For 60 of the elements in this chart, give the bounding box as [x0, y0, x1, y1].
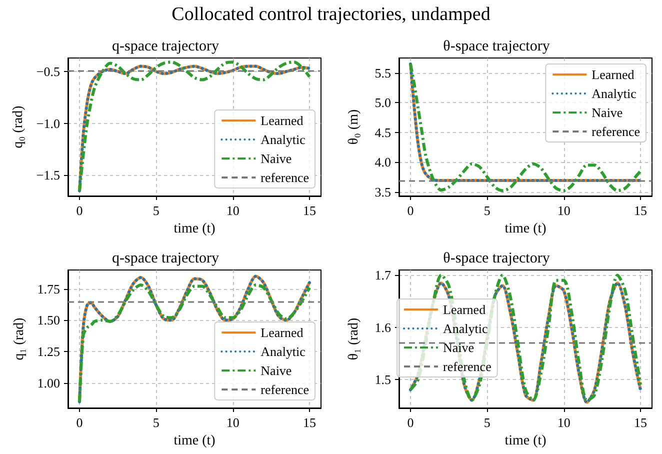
- legend-label: Learned: [443, 302, 486, 317]
- x-tick-label: 5: [484, 415, 490, 430]
- chart-subtitle: q-space trajectory: [112, 250, 220, 266]
- y-tick-label: 1.25: [37, 344, 60, 360]
- chart-title: Collocated control trajectories, undamped: [170, 3, 492, 27]
- legend-label: Analytic: [443, 321, 488, 336]
- y-tick-label: 1.75: [37, 281, 60, 296]
- legend-label: Analytic: [260, 344, 306, 359]
- y-tick-label: −0.5: [36, 64, 60, 79]
- legend-label: Naive: [260, 151, 292, 166]
- x-tick-label: 15: [303, 203, 316, 218]
- legend-label: Naive: [443, 340, 474, 355]
- x-tick-label: 0: [76, 415, 83, 430]
- x-tick-label: 0: [76, 203, 83, 218]
- x-tick-label: 10: [226, 415, 240, 430]
- y-tick-label: −1.0: [36, 116, 60, 131]
- x-tick-label: 0: [407, 203, 414, 218]
- y-axis-title: θ₁ (rad): [346, 318, 362, 360]
- legend-label: Naive: [260, 363, 292, 378]
- x-tick-label: 0: [407, 415, 414, 430]
- x-axis-title: time (t): [174, 433, 216, 448]
- y-tick-label: 1.5: [374, 372, 391, 387]
- y-tick-label: 4.0: [374, 154, 391, 170]
- legend-label: Learned: [260, 325, 304, 340]
- chart-subtitle: q-space trajectory: [112, 38, 220, 54]
- x-tick-label: 15: [303, 415, 316, 430]
- y-tick-label: −1.5: [36, 168, 60, 183]
- legend-label: Learned: [592, 67, 635, 82]
- y-tick-label: 5.5: [374, 65, 391, 80]
- y-tick-label: 4.5: [374, 124, 391, 140]
- legend-label: reference: [592, 124, 640, 139]
- y-tick-label: 1.00: [37, 375, 60, 390]
- y-tick-label: 1.50: [37, 312, 60, 328]
- y-axis-title: q₀ (rad): [11, 105, 26, 148]
- legend-label: reference: [443, 359, 492, 374]
- y-tick-label: 3.5: [374, 184, 391, 200]
- y-axis-title: θ₀ (m): [346, 109, 362, 145]
- x-tick-label: 10: [557, 415, 570, 430]
- x-tick-label: 15: [634, 203, 647, 218]
- y-tick-label: 1.7: [374, 268, 392, 283]
- legend-label: Analytic: [592, 86, 637, 101]
- legend-label: Analytic: [260, 132, 306, 147]
- x-tick-label: 5: [152, 203, 160, 218]
- x-tick-label: 10: [557, 203, 570, 218]
- legend-label: reference: [260, 382, 310, 397]
- x-tick-label: 15: [634, 415, 647, 430]
- x-tick-label: 10: [226, 203, 240, 218]
- y-axis-title: q₁ (rad): [12, 317, 27, 360]
- legend-label: Learned: [260, 113, 304, 128]
- legend-label: Naive: [592, 105, 623, 120]
- legend-label: reference: [260, 170, 310, 185]
- chart-subtitle: θ-space trajectory: [443, 38, 550, 54]
- y-tick-label: 1.6: [374, 320, 392, 335]
- y-tick-label: 5.0: [374, 95, 391, 110]
- chart-subtitle: θ-space trajectory: [443, 250, 550, 266]
- x-tick-label: 5: [484, 203, 490, 218]
- x-axis-title: time (t): [174, 221, 216, 236]
- x-axis-title: time (t): [504, 221, 547, 236]
- x-axis-title: time (t): [504, 433, 547, 448]
- x-tick-label: 5: [152, 415, 160, 430]
